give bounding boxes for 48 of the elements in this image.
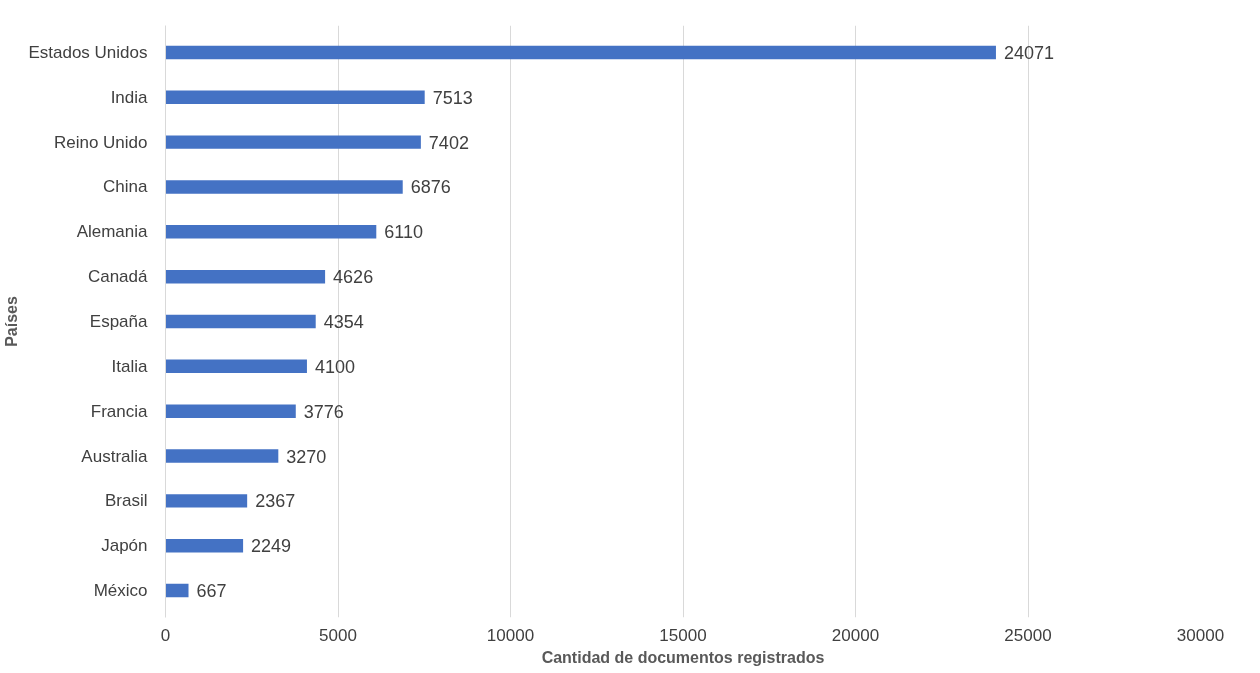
data-label: 6110 <box>384 222 424 243</box>
y-tick-label: México <box>93 581 148 601</box>
bar <box>165 583 189 598</box>
y-tick-label: España <box>89 312 149 331</box>
x-axis-title: Cantidad de documentos registrados <box>541 648 825 666</box>
data-label: 7402 <box>428 132 469 153</box>
y-tick-label: Japón <box>101 536 148 556</box>
data-label: 4626 <box>333 267 374 288</box>
data-label: 24071 <box>1003 42 1055 63</box>
y-tick-label: Alemania <box>76 222 149 242</box>
x-tick-label: 10000 <box>486 625 535 645</box>
data-label: 2367 <box>255 491 296 512</box>
x-tick-label: 5000 <box>319 625 357 645</box>
data-label: 2249 <box>251 536 292 557</box>
x-tick-label: 20000 <box>831 625 880 645</box>
data-label: 4354 <box>323 312 364 332</box>
y-tick-label: China <box>103 177 149 197</box>
y-tick-label: Australia <box>81 446 149 466</box>
data-label: 3270 <box>286 446 327 467</box>
bar <box>165 269 326 284</box>
bar <box>165 90 425 104</box>
x-tick-label: 0 <box>160 625 171 645</box>
y-tick-label: India <box>110 87 149 107</box>
bar <box>165 539 244 553</box>
data-label: 3776 <box>303 401 344 422</box>
bar <box>165 404 296 418</box>
bar <box>165 314 316 329</box>
data-label: 6876 <box>410 177 451 198</box>
x-tick-label: 15000 <box>659 625 707 645</box>
y-tick-label: Italia <box>111 356 149 376</box>
y-tick-label: Francia <box>90 401 149 421</box>
data-label: 4100 <box>314 356 355 377</box>
bar <box>165 225 377 239</box>
bar <box>165 494 248 508</box>
data-label: 7513 <box>432 87 473 108</box>
x-tick-label: 25000 <box>1004 625 1052 645</box>
y-axis-title: Países <box>3 296 21 347</box>
y-tick-label: Reino Unido <box>53 132 148 152</box>
x-tick-label: 30000 <box>1176 625 1225 645</box>
y-tick-label: Canadá <box>87 267 149 287</box>
y-tick-label: Brasil <box>104 491 148 511</box>
bar <box>165 180 403 194</box>
bar <box>165 135 421 149</box>
bar <box>165 359 307 374</box>
data-label: 667 <box>196 581 227 602</box>
bar <box>165 45 996 60</box>
y-tick-label: Estados Unidos <box>28 42 148 62</box>
bar <box>165 449 279 463</box>
